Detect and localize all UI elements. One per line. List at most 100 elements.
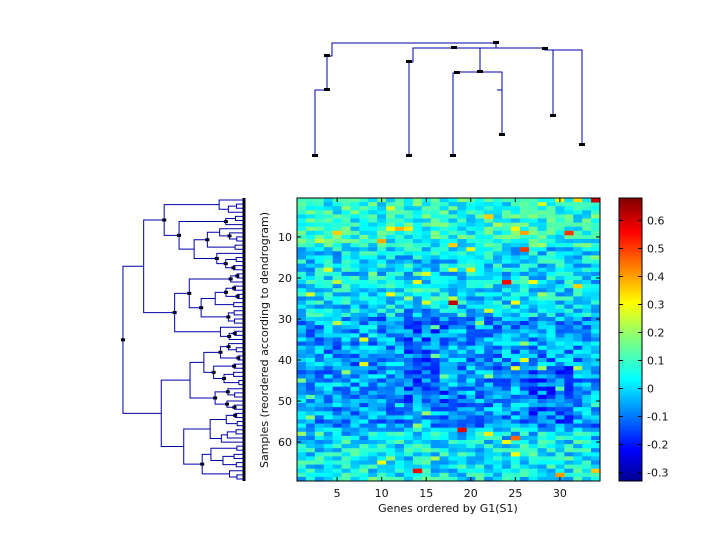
heatmap-cell: [403, 226, 414, 232]
heatmap-cell: [564, 247, 574, 252]
heatmap-cell: [457, 448, 467, 453]
heatmap-cell: [582, 247, 592, 252]
heatmap-cell: [395, 394, 405, 400]
heatmap-cell: [439, 366, 449, 371]
heatmap-cell: [475, 239, 485, 244]
heatmap-cell: [466, 259, 476, 265]
x-tick-label: 5: [334, 487, 341, 500]
heatmap-cell: [314, 456, 325, 461]
heatmap-cell: [341, 448, 351, 453]
heatmap-cell: [323, 337, 334, 342]
heatmap-cell: [412, 415, 423, 420]
heatmap-cell: [475, 312, 485, 318]
heatmap-cell: [386, 329, 396, 334]
heatmap-cell: [546, 472, 556, 478]
heatmap-cell: [457, 415, 467, 420]
heatmap-cell: [395, 218, 405, 224]
heatmap-cell: [555, 239, 565, 244]
heatmap-cell: [555, 312, 565, 318]
heatmap-cell: [564, 300, 574, 306]
heatmap-cell: [341, 255, 351, 260]
heatmap-cell: [395, 333, 405, 338]
heatmap-cell: [305, 431, 316, 437]
heatmap-cell: [528, 259, 539, 265]
heatmap-cell: [421, 382, 432, 388]
heatmap-cell: [386, 243, 396, 248]
heatmap-cell: [546, 398, 556, 404]
heatmap-cell: [564, 345, 574, 351]
heatmap-cell: [591, 243, 601, 248]
heatmap-cell: [430, 341, 440, 347]
heatmap-cell: [332, 472, 342, 478]
heatmap-cell: [457, 353, 467, 359]
heatmap-cell: [466, 222, 476, 228]
heatmap-cell: [448, 308, 458, 314]
heatmap-cell: [421, 321, 432, 326]
heatmap-cell: [546, 275, 556, 281]
heatmap-cell: [430, 439, 440, 445]
heatmap-cell: [395, 234, 405, 240]
heatmap-cell: [564, 378, 574, 383]
heatmap-cell: [564, 403, 574, 408]
heatmap-cell: [457, 226, 467, 232]
heatmap-cell: [368, 411, 378, 416]
heatmap-cell: [439, 444, 449, 449]
heatmap-cell: [528, 431, 539, 437]
heatmap-cell: [519, 345, 530, 351]
heatmap-cell: [305, 468, 316, 474]
heatmap-cell: [350, 386, 360, 392]
heatmap-cell: [466, 362, 476, 367]
heatmap-cell: [439, 226, 449, 232]
heatmap-cell: [305, 259, 316, 265]
heatmap-cell: [591, 218, 601, 224]
heatmap-cell: [466, 419, 476, 424]
heatmap-cell: [323, 198, 334, 203]
heatmap-cell: [475, 366, 485, 371]
heatmap-cell: [555, 300, 565, 306]
heatmap-cell: [359, 267, 369, 273]
heatmap-cell: [519, 456, 530, 461]
heatmap-cell: [475, 415, 485, 420]
heatmap-cell: [297, 280, 307, 285]
heatmap-cell: [323, 341, 334, 347]
heatmap-cell: [403, 386, 414, 392]
heatmap-cell: [305, 255, 316, 260]
heatmap-cell: [305, 333, 316, 338]
heatmap-cell: [582, 419, 592, 424]
heatmap-cell: [564, 263, 574, 269]
heatmap-cell: [412, 386, 423, 392]
heatmap-cell: [573, 378, 583, 383]
heatmap-cell: [573, 222, 583, 228]
heatmap-cell: [475, 296, 485, 301]
heatmap-cell: [439, 374, 449, 379]
heatmap-cell: [350, 214, 360, 219]
heatmap-cell: [368, 427, 378, 433]
heatmap-cell: [466, 357, 476, 363]
heatmap-cell: [439, 341, 449, 347]
heatmap-cell: [377, 366, 387, 371]
heatmap-cell: [421, 419, 432, 424]
heatmap-cell: [403, 259, 414, 265]
heatmap-cell: [421, 308, 432, 314]
heatmap-cell: [582, 341, 592, 347]
heatmap-cell: [591, 398, 601, 404]
heatmap-cell: [591, 222, 601, 228]
heatmap-cell: [314, 247, 325, 252]
heatmap-cell: [421, 226, 432, 232]
heatmap-cell: [466, 230, 476, 236]
heatmap-cell: [519, 263, 530, 269]
heatmap-cell: [439, 255, 449, 260]
heatmap-cell: [305, 267, 316, 273]
heatmap-cell: [564, 415, 574, 420]
heatmap-cell: [466, 370, 476, 375]
y-tick-label: 30: [278, 313, 292, 326]
heatmap-cell: [341, 345, 351, 351]
heatmap-cell: [377, 452, 387, 457]
heatmap-cell: [421, 444, 432, 449]
heatmap-cell: [297, 226, 307, 232]
heatmap-cell: [466, 472, 476, 478]
heatmap-cell: [341, 304, 351, 310]
heatmap-cell: [412, 255, 423, 260]
heatmap-cell: [484, 415, 494, 420]
